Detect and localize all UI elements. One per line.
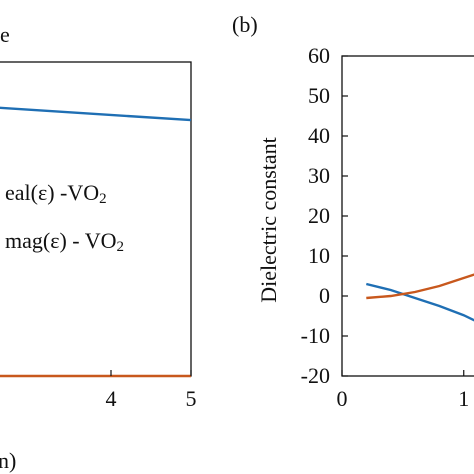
panel-b-ylabel: Dielectric constant xyxy=(256,137,281,303)
panel-a-xlabel-fragment: n) xyxy=(0,448,16,473)
panel-a-series-line-0 xyxy=(0,106,192,122)
panel-b-series xyxy=(366,273,474,322)
panel-b-label: (b) xyxy=(232,12,258,37)
panel-b-y-tick-label-3: 30 xyxy=(308,163,330,188)
panel-b-x-tick-label-0: 0 xyxy=(337,386,348,411)
panel-b-y-tick-label-4: 20 xyxy=(308,203,330,228)
panel-a-x-tick-label-1: 5 xyxy=(186,386,197,411)
panel-b-plot-frame xyxy=(341,55,474,377)
panel-a-legend-entry-real: eal(ε) -VO2 xyxy=(5,180,107,207)
panel-b-y-tick-label-8: -20 xyxy=(301,363,330,388)
panel-b-series-line-0 xyxy=(366,282,474,322)
panel-b-y-tick-label-5: 10 xyxy=(308,243,330,268)
panel-b-x-tick-label-1: 1 xyxy=(458,386,469,411)
panel-b: (b) Dielectric constant 6050403020100-10… xyxy=(232,12,474,411)
panel-b-y-ticks: 60 50 40 30 20 10 0 -10 -20 xyxy=(301,43,348,388)
panel-b-y-tick-label-7: -10 xyxy=(301,323,330,348)
panel-a-title-fragment: e xyxy=(0,22,10,47)
panel-a-x-tick-label-0: 4 xyxy=(106,386,117,411)
panel-a-legend-entry-imag: mag(ε) - VO2 xyxy=(5,228,124,255)
panel-b-y-tick-label-1: 50 xyxy=(308,83,330,108)
panel-b-y-tick-label-6: 0 xyxy=(319,283,330,308)
panel-b-y-tick-label-0: 60 xyxy=(308,43,330,68)
panel-b-y-tick-label-2: 40 xyxy=(308,123,330,148)
panel-b-series-line-1 xyxy=(366,273,474,300)
panel-a-series xyxy=(0,106,192,378)
